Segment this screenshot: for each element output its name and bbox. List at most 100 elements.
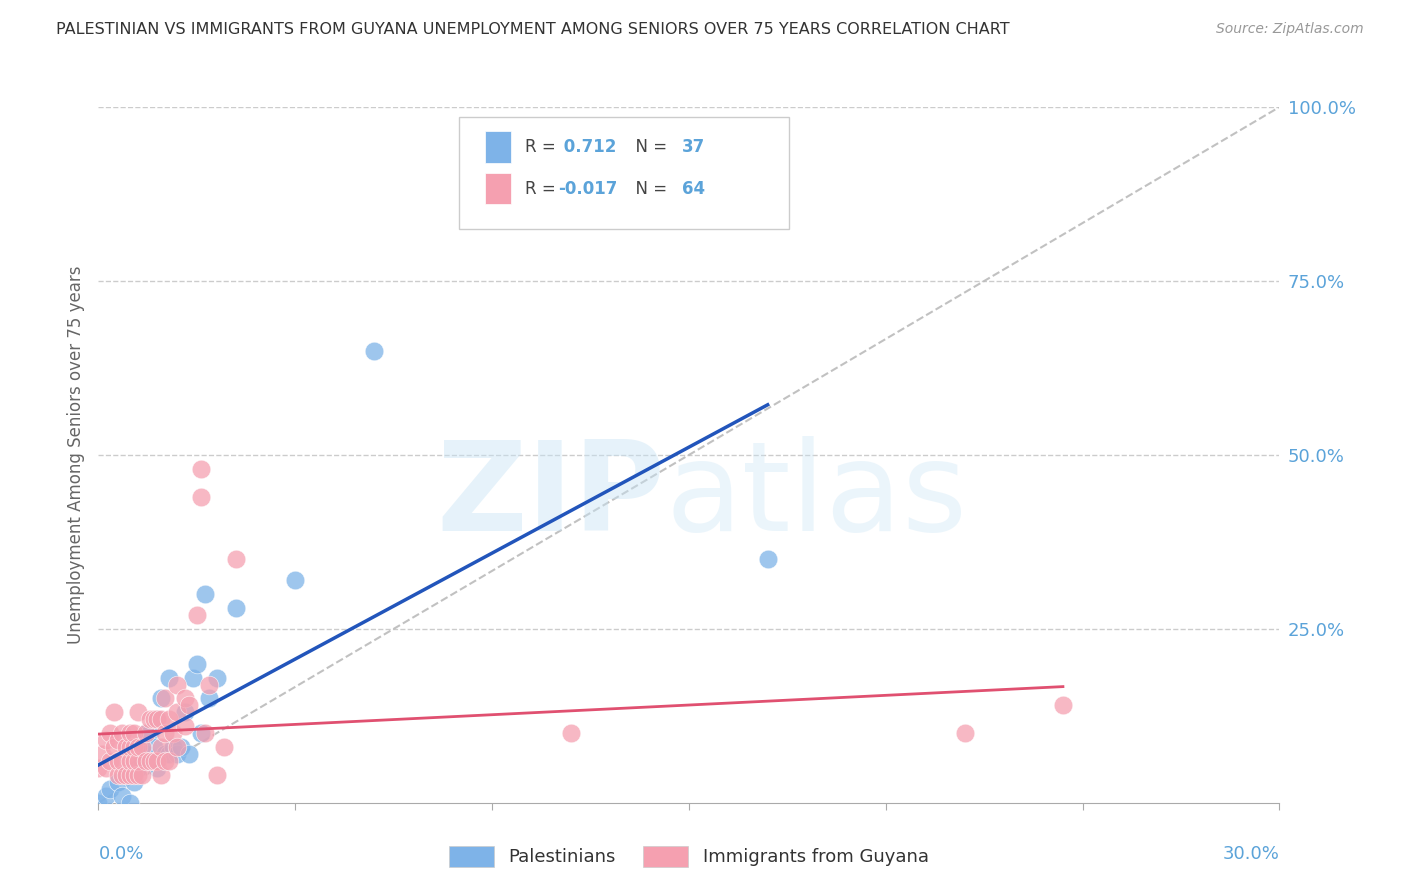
Point (205, 671, 228, 685)
Point (103, 740, 125, 755)
Text: ZIP: ZIP (437, 436, 665, 558)
Point (756, 552, 779, 566)
FancyBboxPatch shape (458, 118, 789, 229)
Point (138, 754, 160, 768)
Point (174, 691, 197, 706)
Point (953, 726, 976, 740)
Bar (485, 173, 510, 204)
Point (135, 726, 157, 740)
Point (118, 740, 141, 755)
Point (142, 712, 165, 726)
Text: PALESTINIAN VS IMMIGRANTS FROM GUYANA UNEMPLOYMENT AMONG SENIORS OVER 75 YEARS C: PALESTINIAN VS IMMIGRANTS FROM GUYANA UN… (56, 22, 1010, 37)
Point (150, 691, 173, 706)
Point (91, 747, 114, 761)
Point (115, 768, 138, 782)
Point (103, 706, 125, 720)
Point (111, 726, 134, 740)
Point (157, 754, 180, 768)
Point (214, 740, 236, 755)
Point (166, 706, 188, 720)
Text: Source: ZipAtlas.com: Source: ZipAtlas.com (1216, 22, 1364, 37)
Legend: Palestinians, Immigrants from Guyana: Palestinians, Immigrants from Guyana (441, 838, 936, 874)
Point (284, 573, 307, 587)
Point (194, 587, 217, 601)
Text: -0.017: -0.017 (558, 180, 617, 198)
Point (122, 768, 145, 782)
Text: 0.0%: 0.0% (98, 845, 143, 863)
Point (205, 768, 228, 782)
Point (135, 747, 157, 761)
Point (122, 726, 145, 740)
Point (155, 691, 177, 706)
Point (181, 671, 204, 685)
Point (177, 747, 200, 761)
Point (166, 740, 188, 755)
Point (131, 768, 153, 782)
Point (155, 747, 177, 761)
Point (166, 677, 188, 691)
Point (87, 796, 110, 810)
Point (197, 677, 219, 691)
Point (170, 740, 193, 755)
Text: N =: N = (626, 138, 672, 156)
Point (142, 740, 165, 755)
Text: 30.0%: 30.0% (1223, 845, 1279, 863)
Point (122, 740, 145, 755)
Point (98, 781, 121, 796)
Point (146, 761, 169, 775)
Point (107, 733, 129, 747)
Text: 37: 37 (682, 138, 704, 156)
Point (115, 740, 138, 755)
Point (150, 712, 173, 726)
Point (96, 761, 118, 775)
Point (96, 789, 118, 803)
Point (127, 740, 149, 755)
Point (162, 740, 184, 755)
Point (122, 754, 145, 768)
Point (166, 747, 188, 761)
Point (157, 712, 180, 726)
Point (197, 691, 219, 706)
Point (157, 747, 180, 761)
Point (225, 552, 247, 566)
Point (122, 775, 145, 789)
Point (146, 712, 169, 726)
Point (194, 726, 217, 740)
Point (190, 726, 212, 740)
Point (146, 712, 169, 726)
Point (115, 768, 138, 782)
Text: N =: N = (626, 180, 672, 198)
Point (174, 719, 197, 733)
Point (138, 754, 160, 768)
Point (155, 726, 177, 740)
Text: 64: 64 (682, 180, 704, 198)
Bar (485, 131, 510, 162)
Point (155, 754, 177, 768)
Point (111, 768, 134, 782)
Point (111, 789, 134, 803)
Point (96, 733, 118, 747)
Point (150, 768, 173, 782)
Point (118, 754, 141, 768)
Point (135, 726, 157, 740)
Point (157, 671, 180, 685)
Point (146, 754, 169, 768)
Point (138, 712, 160, 726)
Point (98, 726, 121, 740)
Point (131, 754, 153, 768)
Point (107, 768, 129, 782)
Point (118, 726, 141, 740)
Point (150, 740, 173, 755)
Point (118, 768, 141, 782)
Point (135, 754, 157, 768)
Y-axis label: Unemployment Among Seniors over 75 years: Unemployment Among Seniors over 75 years (66, 266, 84, 644)
Point (127, 761, 149, 775)
Point (138, 726, 160, 740)
Point (190, 490, 212, 504)
Point (142, 754, 165, 768)
Point (127, 768, 149, 782)
Text: atlas: atlas (665, 436, 967, 558)
Point (162, 726, 184, 740)
Point (1052, 698, 1074, 713)
Point (177, 698, 200, 713)
